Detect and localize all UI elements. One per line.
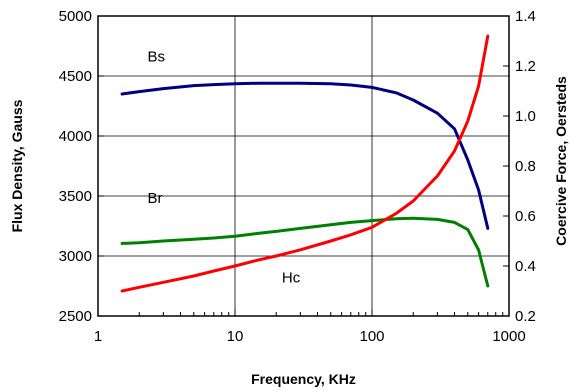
y-tick-label: 3500 xyxy=(59,188,92,205)
x-tick-label: 1 xyxy=(94,328,102,345)
annotations: Bs Br Hc xyxy=(148,49,301,287)
annotation-label: Br xyxy=(148,190,163,207)
y2-tick-label: 1.0 xyxy=(515,108,536,125)
y2-tick-label: 0.6 xyxy=(515,208,536,225)
tick-labels: 1 10 100 1000 2500 3000 3500 4000 4500 5000 0.2 0.4… xyxy=(59,8,536,345)
y-tick-label: 2500 xyxy=(59,308,92,325)
y2-tick-label: 0.8 xyxy=(515,158,536,175)
annotation-label: Bs xyxy=(148,49,166,66)
x-tick-label: 100 xyxy=(359,328,384,345)
y-tick-label: 4500 xyxy=(59,68,92,85)
y-tick-label: 3000 xyxy=(59,248,92,265)
y2-tick-label: 0.4 xyxy=(515,258,536,275)
axis-ticks xyxy=(97,15,510,317)
grid-lines xyxy=(98,16,509,316)
y2-tick-label: 1.2 xyxy=(515,58,536,75)
y-tick-label: 4000 xyxy=(59,128,92,145)
x-tick-label: 1000 xyxy=(492,328,525,345)
series-lines xyxy=(120,34,490,293)
series-line-1 xyxy=(120,216,490,288)
y-axis-title: Flux Density, Gauss xyxy=(9,99,25,232)
series-line-2 xyxy=(120,34,490,293)
x-axis-title: Frequency, KHz xyxy=(251,371,356,387)
y-tick-label: 5000 xyxy=(59,8,92,25)
y2-axis-title: Coercive Force, Oersteds xyxy=(553,76,569,246)
y2-tick-label: 1.4 xyxy=(515,8,536,25)
annotation-label: Hc xyxy=(282,269,301,286)
y2-tick-label: 0.2 xyxy=(515,308,536,325)
x-tick-label: 10 xyxy=(227,328,244,345)
series-line-0 xyxy=(120,81,490,230)
